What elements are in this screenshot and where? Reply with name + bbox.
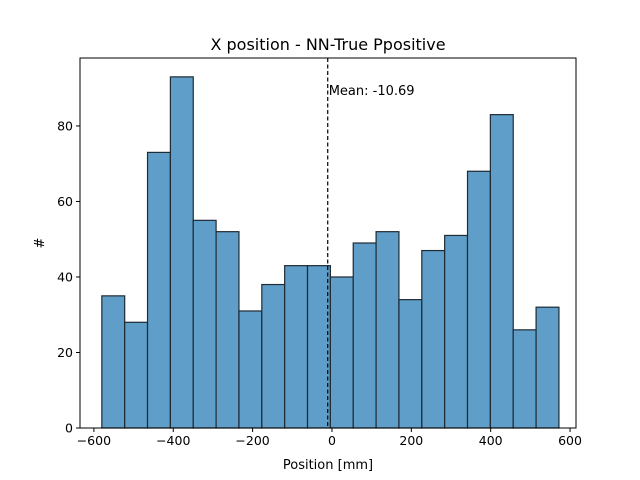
x-axis-label: Position [mm]: [283, 458, 373, 473]
x-tick-label: 600: [558, 433, 582, 448]
x-tick-label: 0: [328, 433, 336, 448]
histogram-bar: [352, 242, 377, 429]
histogram-bar: [466, 170, 491, 429]
histogram-bar: [169, 76, 194, 429]
histogram-bar: [238, 310, 263, 429]
y-tick-label: 0: [65, 421, 73, 436]
x-tick-label: 400: [479, 433, 503, 448]
plot-frame: [79, 57, 577, 429]
histogram-bar: [421, 249, 446, 429]
histogram-bar: [306, 265, 331, 429]
x-tick-label: −200: [235, 433, 269, 448]
y-axis-label: #: [33, 238, 48, 249]
histogram-bar: [192, 219, 217, 429]
histogram-bar: [444, 234, 469, 429]
y-ticks: 0 20 40 60 80: [57, 118, 80, 436]
histogram-bar: [535, 306, 560, 429]
histogram-bar: [375, 231, 400, 429]
histogram-bar: [398, 299, 423, 429]
histogram-bar: [101, 295, 126, 429]
histogram-bar: [146, 151, 171, 429]
histogram-bar: [215, 231, 240, 429]
histogram-bar: [124, 321, 149, 429]
y-tick-label: 20: [57, 345, 73, 360]
histogram-bar: [489, 114, 514, 429]
bars-group: [101, 76, 560, 429]
chart-title: X position - NN-True Ppositive: [210, 35, 445, 54]
y-tick-label: 80: [57, 118, 73, 133]
y-tick-label: 60: [57, 194, 73, 209]
histogram-bar: [284, 265, 309, 429]
histogram-bar: [329, 276, 354, 429]
x-tick-label: −600: [77, 433, 111, 448]
histogram-bar: [512, 329, 537, 429]
x-ticks: −600 −400 −200 0 200 400 600: [77, 428, 582, 448]
histogram-bar: [261, 283, 286, 429]
mean-annotation: Mean: -10.69: [329, 84, 415, 99]
x-tick-label: −400: [156, 433, 190, 448]
y-tick-label: 40: [57, 269, 73, 284]
mean-line-group: Mean: -10.69: [327, 58, 415, 428]
x-tick-label: 200: [399, 433, 423, 448]
